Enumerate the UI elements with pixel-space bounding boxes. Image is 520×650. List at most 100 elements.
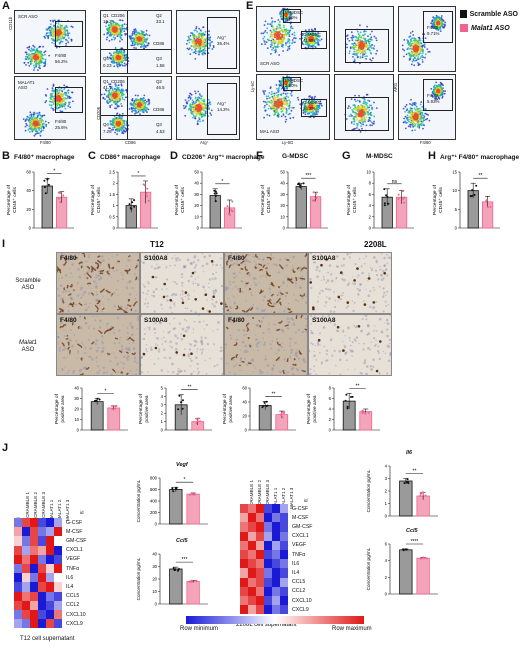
flow-event xyxy=(195,108,198,110)
flow-event xyxy=(423,43,426,46)
flow-a-xlabel-2: CD86 xyxy=(125,140,136,145)
flow-e-r1-mmdsc-val: 3.65% xyxy=(285,15,298,20)
flow-event xyxy=(291,33,294,36)
flow-event xyxy=(282,50,284,52)
flow-event xyxy=(50,104,53,106)
flow-event xyxy=(135,31,137,34)
flow-event xyxy=(32,114,35,117)
flow-event xyxy=(203,42,206,45)
flow-event xyxy=(110,22,113,25)
flow-event xyxy=(274,46,277,49)
flow-a-r1-p2: Q1 CD206 Q2 16.2 33.1 CD86 Q4 Q3 0.23 1.… xyxy=(100,10,172,74)
flow-event xyxy=(67,92,70,94)
flow-event xyxy=(37,50,40,52)
flow-event xyxy=(359,24,361,27)
flow-event xyxy=(195,100,197,103)
flow-event xyxy=(72,100,74,103)
flow-event xyxy=(422,56,424,59)
flow-event xyxy=(414,59,417,62)
flow-event xyxy=(56,104,59,107)
flow-event xyxy=(127,60,130,62)
flow-event xyxy=(61,110,64,113)
flow-event xyxy=(190,96,192,99)
flow-a-r1-p1: SCR ASO F4/80 56.2% xyxy=(14,10,86,74)
flow-event xyxy=(113,102,116,104)
flow-event xyxy=(107,27,109,30)
flow-event xyxy=(123,30,126,32)
flow-event xyxy=(60,25,63,27)
flow-event xyxy=(293,31,296,34)
flow-event xyxy=(123,53,125,55)
flow-event xyxy=(30,115,33,117)
flow-a-r2-f480-val: 25.6% xyxy=(55,125,68,130)
flow-event xyxy=(194,50,197,53)
flow-event xyxy=(143,94,146,97)
flow-event xyxy=(56,91,59,93)
flow-event xyxy=(192,44,195,47)
flow-event xyxy=(122,27,125,30)
flow-event xyxy=(277,36,279,39)
flow-event xyxy=(39,125,42,127)
flow-e-r1-p2 xyxy=(334,6,394,72)
flow-event xyxy=(196,40,198,43)
flow-event xyxy=(114,26,117,29)
flow-event xyxy=(277,31,279,34)
flow-event xyxy=(278,21,281,23)
flow-event xyxy=(204,30,207,33)
flow-event xyxy=(194,90,196,93)
flow-event xyxy=(366,25,368,28)
flow-event xyxy=(409,55,412,58)
flow-event xyxy=(190,111,192,114)
flow-event xyxy=(48,104,51,106)
flow-event xyxy=(120,128,123,130)
flow-event xyxy=(52,39,54,41)
flow-event xyxy=(66,29,68,32)
flow-event xyxy=(143,102,146,104)
flow-event xyxy=(105,22,108,24)
flow-event xyxy=(28,121,31,124)
flow-event xyxy=(108,95,111,98)
flow-event xyxy=(283,36,286,38)
flow-event xyxy=(410,40,413,43)
flow-event xyxy=(119,50,122,53)
flow-event xyxy=(286,32,289,34)
flow-event xyxy=(281,28,284,31)
flow-event xyxy=(68,95,71,98)
flow-a-ylabel-2: CD206 xyxy=(96,106,101,120)
flow-event xyxy=(35,63,37,66)
flow-event xyxy=(26,58,28,60)
flow-event xyxy=(42,45,44,48)
flow-event xyxy=(47,32,49,34)
flow-event xyxy=(40,117,42,119)
flow-event xyxy=(109,30,112,33)
flow-event xyxy=(283,24,285,27)
flow-event xyxy=(208,30,210,33)
flow-event xyxy=(136,104,139,106)
flow-event xyxy=(293,36,296,39)
flow-event xyxy=(59,109,62,112)
flow-event xyxy=(28,65,31,67)
flow-event xyxy=(419,57,422,60)
flow-a-r1-q3: Q3 xyxy=(156,56,162,61)
flow-event xyxy=(123,54,126,57)
flow-a-r2-cd86: CD86 xyxy=(153,107,165,112)
flow-event xyxy=(131,42,134,45)
flow-event xyxy=(33,123,36,126)
flow-event xyxy=(142,41,145,44)
flow-event xyxy=(416,48,419,51)
flow-event xyxy=(188,41,191,44)
flow-event xyxy=(134,28,137,31)
flow-event xyxy=(38,127,41,129)
flow-event xyxy=(184,99,187,101)
flow-event xyxy=(203,38,206,41)
flow-event xyxy=(191,40,194,43)
flow-event xyxy=(281,33,284,36)
flow-event xyxy=(200,39,203,42)
flow-event xyxy=(44,58,47,61)
flow-event xyxy=(24,58,27,60)
flow-event xyxy=(119,65,121,67)
flow-event xyxy=(119,118,122,121)
flow-event xyxy=(65,24,68,27)
flow-event xyxy=(51,95,54,98)
flow-event xyxy=(263,39,265,42)
